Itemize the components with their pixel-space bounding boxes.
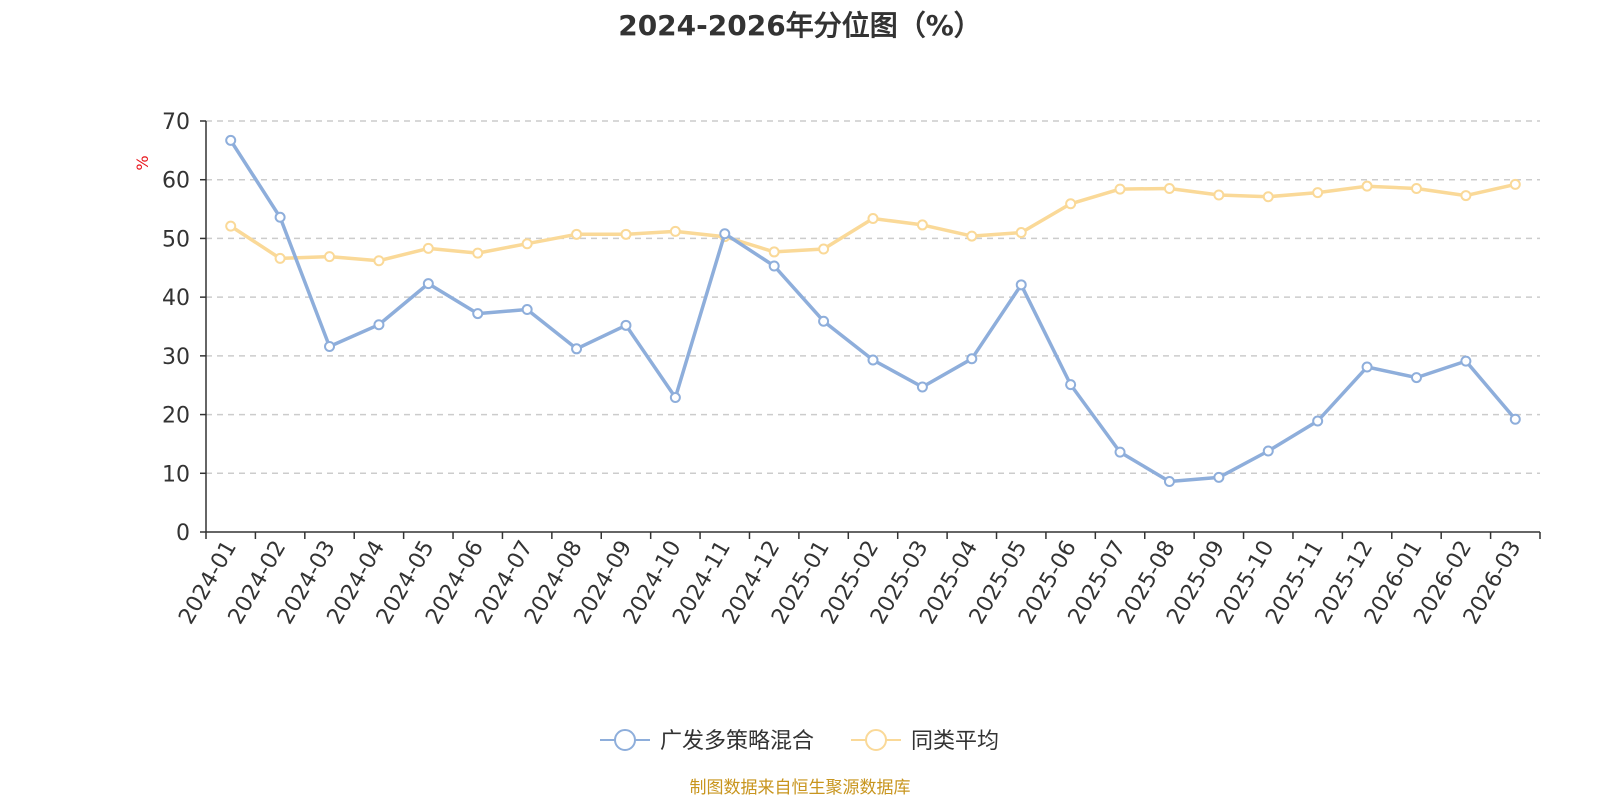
data-point	[422, 242, 434, 254]
y-tick-label: 20	[162, 404, 190, 429]
source-note: 制图数据来自恒生聚源数据库	[689, 778, 911, 798]
data-point	[1410, 372, 1422, 384]
data-point	[669, 225, 681, 237]
data-point	[571, 228, 583, 240]
data-point	[818, 243, 830, 255]
data-point	[274, 252, 286, 264]
data-point	[1262, 191, 1274, 203]
data-point	[916, 381, 928, 393]
y-tick-label: 50	[162, 227, 190, 252]
data-point	[867, 212, 879, 224]
data-point	[1460, 355, 1472, 367]
data-point	[966, 353, 978, 365]
data-point	[274, 211, 286, 223]
data-point	[324, 340, 336, 352]
data-point	[1312, 187, 1324, 199]
data-point	[373, 319, 385, 331]
data-point	[225, 220, 237, 232]
data-point	[966, 230, 978, 242]
data-point	[1015, 227, 1027, 239]
data-point	[1065, 379, 1077, 391]
data-point	[472, 308, 484, 320]
data-point	[620, 228, 632, 240]
data-point	[1410, 183, 1422, 195]
data-point	[620, 319, 632, 331]
data-point	[1213, 189, 1225, 201]
data-point	[1114, 446, 1126, 458]
data-point	[867, 354, 879, 366]
grid-lines	[200, 120, 1540, 533]
y-tick-label: 0	[176, 521, 190, 546]
data-point	[818, 315, 830, 327]
data-point	[669, 392, 681, 404]
y-tick-label: 60	[162, 169, 190, 194]
data-point	[1312, 415, 1324, 427]
data-point	[373, 255, 385, 267]
data-point	[719, 228, 731, 240]
data-point	[422, 278, 434, 290]
legend-label: 同类平均	[911, 729, 999, 754]
data-point	[1361, 361, 1373, 373]
y-tick-labels: 0 10 20 30 40 50 60 70	[162, 110, 190, 546]
x-tick-labels: 2024-012024-022024-032024-042024-052024-…	[174, 532, 1541, 629]
legend-marker	[614, 729, 636, 751]
data-point	[916, 219, 928, 231]
chart-title: 2024-2026年分位图（%）	[618, 9, 982, 42]
data-point	[1213, 471, 1225, 483]
data-point	[324, 251, 336, 263]
legend: 广发多策略混合 同类平均	[600, 729, 999, 754]
data-point	[1460, 190, 1472, 202]
data-point	[472, 247, 484, 259]
legend-item: 广发多策略混合	[600, 729, 814, 754]
y-tick-label: 70	[162, 110, 190, 135]
data-point	[225, 134, 237, 146]
series-group	[225, 134, 1521, 488]
y-tick-label: 40	[162, 286, 190, 311]
data-point	[1015, 279, 1027, 291]
data-point	[1509, 413, 1521, 425]
legend-marker	[865, 729, 887, 751]
legend-item: 同类平均	[851, 729, 999, 754]
data-point	[1262, 445, 1274, 457]
data-point	[521, 238, 533, 250]
data-point	[1509, 178, 1521, 190]
axes	[205, 121, 1540, 533]
legend-label: 广发多策略混合	[660, 729, 814, 754]
data-point	[1163, 183, 1175, 195]
data-point	[1065, 198, 1077, 210]
data-point	[1114, 183, 1126, 195]
data-point	[1163, 476, 1175, 488]
data-point	[571, 343, 583, 355]
data-point	[1361, 180, 1373, 192]
data-point	[521, 303, 533, 315]
y-tick-label: 10	[162, 462, 190, 487]
data-point	[768, 246, 780, 258]
y-tick-label: 30	[162, 345, 190, 370]
data-point	[768, 260, 780, 272]
y-axis-label: %	[133, 155, 152, 170]
